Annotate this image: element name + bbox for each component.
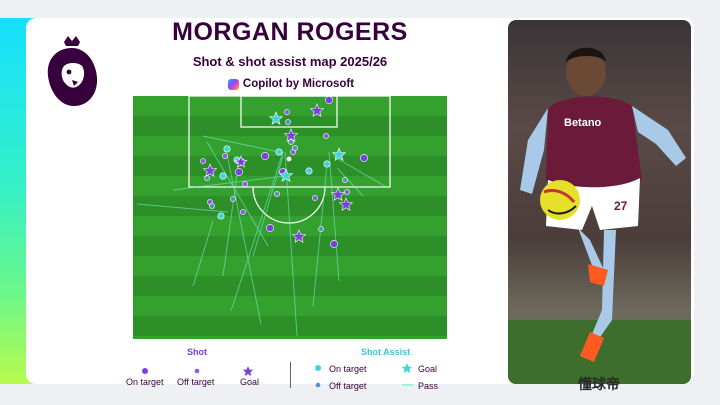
penalty-spot: [286, 156, 292, 162]
legend-assist-markers: [315, 363, 413, 388]
shot-off-target: [312, 195, 318, 201]
shot-on-target: [235, 168, 243, 176]
assist-goal-star: [331, 147, 347, 161]
shot-goal-star: [291, 229, 307, 243]
assist-off-target-dot: [230, 196, 236, 202]
svg-text:Betano: Betano: [564, 117, 602, 129]
shot-goal-star: [330, 187, 346, 201]
legend-shot-on-target: On target: [126, 377, 164, 387]
legend-shot-off-target: Off target: [177, 377, 215, 387]
penalty-box: [188, 96, 391, 188]
shot-off-target: [222, 153, 228, 159]
assist-off-target-dot: [288, 139, 294, 145]
on-target-shots: [235, 96, 368, 248]
player-illustration: Betano 27: [508, 47, 691, 384]
premier-league-lion-icon: [42, 36, 102, 108]
legend-shot-markers: [142, 366, 254, 376]
assist-on-target-dot: [305, 167, 313, 175]
assist-off-target-dot: [285, 119, 291, 125]
shot-off-target: [344, 189, 350, 195]
assist-on-target-dot: [323, 160, 331, 168]
shot-goal-star: [234, 155, 248, 168]
off-target-shots: [200, 109, 350, 215]
assist-off-target-dot: [292, 145, 298, 151]
copilot-icon: [227, 78, 239, 90]
assist-off-target-dot: [318, 226, 324, 232]
shot-off-target: [242, 181, 248, 187]
svg-text:27: 27: [614, 199, 628, 213]
legend-shot-goal: Goal: [240, 377, 260, 387]
player-photo: Betano 27: [508, 20, 691, 384]
legend-assist-goal-star: [401, 363, 413, 373]
sponsor-text: Copilot by Microsoft: [242, 78, 355, 90]
legend-on-target-dot: [142, 368, 148, 374]
shot-goal-star: [309, 103, 325, 117]
legend-off-target-dot: [194, 368, 200, 374]
assist-off-target: [204, 119, 348, 232]
legend-assist-off-target-dot: [315, 382, 321, 388]
shot-goal-star: [202, 163, 218, 177]
watermark-text: 懂球帝: [578, 376, 620, 392]
legend-assist-pass: Pass: [418, 381, 439, 391]
assist-off-target-dot: [274, 191, 280, 197]
shot-on-target: [266, 224, 274, 232]
chart-subtitle: Shot & shot assist map 2025/26: [192, 54, 388, 69]
assist-on-target-dot: [223, 145, 231, 153]
assist-goal-star: [278, 168, 294, 182]
shot-off-target: [323, 133, 329, 139]
assist-on-target-dot: [219, 172, 227, 180]
shot-map-svg: [136, 96, 391, 337]
sponsor-label: Copilot by Microsoft: [226, 77, 356, 91]
legend-shot-title: Shot: [187, 347, 207, 357]
shot-goal-star: [338, 197, 354, 211]
assist-goals: [268, 111, 347, 182]
legend-assist-on-target-dot: [315, 365, 321, 371]
legend-assist-title: Shot Assist: [361, 347, 411, 357]
legend-assist-goal: Goal: [418, 364, 438, 374]
shot-off-target: [240, 209, 246, 215]
penalty-arc: [252, 186, 326, 224]
legend-assist-on-target: On target: [329, 364, 367, 374]
assist-on-target-dot: [275, 148, 283, 156]
assist-on-target-dot: [217, 212, 225, 220]
assist-goal-star: [268, 111, 284, 125]
assist-off-target-dot: [342, 177, 348, 183]
shot-on-target: [330, 240, 338, 248]
shot-on-target: [325, 96, 333, 104]
shot-on-target: [360, 154, 368, 162]
shot-off-target: [284, 109, 290, 115]
shot-goals: [202, 103, 354, 243]
legend-divider: [290, 362, 291, 388]
player-name-title: MORGAN ROGERS: [172, 18, 408, 46]
pass-lines: [136, 135, 389, 337]
shot-goal-star: [283, 128, 299, 142]
shot-on-target: [261, 152, 269, 160]
shot-map-pitch: [133, 96, 447, 339]
shot-off-target: [200, 158, 206, 164]
assist-off-target-dot: [204, 175, 210, 181]
assist-off-target-dot: [209, 203, 215, 209]
legend-goal-star: [242, 366, 254, 376]
legend-assist-off-target: Off target: [329, 381, 367, 391]
six-yard-box: [240, 96, 338, 128]
